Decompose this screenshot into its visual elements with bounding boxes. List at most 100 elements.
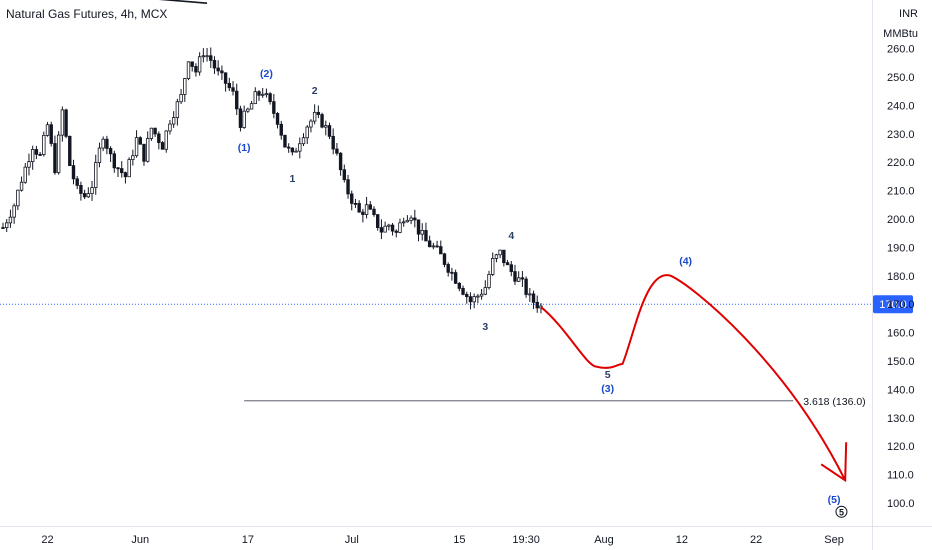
candle-body [131,155,135,160]
candle-body [457,282,462,289]
candle-body [260,93,265,96]
x-tick-label: 19:30 [512,534,540,546]
wave-label: (5) [828,494,841,506]
candle-body [361,211,365,215]
y-tick-label: 230.0 [887,129,915,141]
wave-label: 5 [605,369,611,381]
candle-body [283,134,287,148]
y-tick-label: 100.0 [887,498,915,510]
wave-label: 2 [312,85,318,97]
candle-body [183,78,187,95]
candle-body [231,87,235,92]
projection-layer [540,274,848,483]
candle-body [145,138,150,162]
candle-body [502,249,506,264]
candle-body [387,224,391,227]
candle-body [220,70,224,74]
y-tick-label: 200.0 [887,214,915,226]
candle-body [390,224,395,232]
candle-body [312,111,317,122]
candle-body [105,138,109,149]
candle-body [238,108,243,128]
y-tick-label: 250.0 [887,72,915,84]
trendline-layer [158,0,208,4]
candles-layer [1,47,543,314]
candle-body [71,165,76,180]
candle-body [216,67,220,72]
wave-label: (3) [601,383,614,395]
currency-label[interactable]: INR [899,8,918,20]
candle-body [465,293,469,298]
candle-body [279,123,283,136]
candle-body [97,147,102,163]
y-tick-label: 110.0 [887,470,914,482]
candle-body [416,219,421,235]
candle-body [134,137,139,157]
candle-body [376,214,380,228]
projection-path [540,274,847,481]
candle-body [19,181,24,191]
wave-label: 1 [289,173,295,185]
current-price-tag[interactable] [873,295,913,314]
time-axis-border [0,526,932,527]
candle-body [27,161,31,168]
candle-body [268,93,272,103]
candle-body [157,133,161,143]
candle-body [531,293,536,303]
candle-body [483,287,487,295]
candle-body [290,147,295,153]
candle-body [442,253,447,265]
candle-body [38,153,42,156]
candle-body [461,287,465,295]
candle-body [405,219,410,223]
candle-body [30,149,35,163]
candle-body [127,159,131,178]
candle-body [23,166,27,183]
candle-body [286,146,291,149]
candle-body [264,93,269,96]
candle-body [342,169,347,181]
price-axis-border [872,0,873,550]
y-tick-label: 220.0 [887,157,915,169]
candle-body [335,148,339,154]
fib-extension-label: 3.618 (136.0) [803,396,865,408]
candle-body [56,134,61,174]
y-tick-label: 180.0 [887,271,915,283]
candle-body [446,264,450,273]
candle-body [120,168,124,174]
candle-body [8,216,13,224]
candle-body [427,240,432,248]
candle-body [164,130,168,150]
price-axis[interactable]: 100.0 110.0 120.0 130.0 140.0 150.0 160.0 170.0… [887,44,915,510]
candle-body [108,147,113,155]
candle-body [398,222,402,233]
candle-body [424,230,428,242]
candle-body [160,142,165,150]
candle-body [197,56,202,73]
candle-body [439,246,443,255]
candle-body [453,272,458,284]
candle-body [491,258,495,275]
candle-body [186,61,191,79]
candle-body [379,227,384,233]
candle-body [242,110,246,128]
candle-body [212,60,217,69]
candle-body [246,108,250,112]
time-axis[interactable]: 22 Jun 17 Jul 15 19:30 Aug 12 22 Sep [41,534,843,546]
wave-label: 5 [839,507,844,517]
unit-label[interactable]: MMBtu [883,28,918,40]
candle-body [476,295,480,298]
wave-label: 3 [482,321,488,333]
candle-body [138,137,142,145]
candle-body [90,187,94,194]
candle-body [82,193,87,198]
candle-body [101,138,105,149]
candle-body [171,117,176,125]
wave-label: (4) [679,255,692,267]
candle-body [179,94,183,103]
candle-body [353,202,358,205]
candle-body [5,222,9,229]
candle-body [509,264,513,272]
